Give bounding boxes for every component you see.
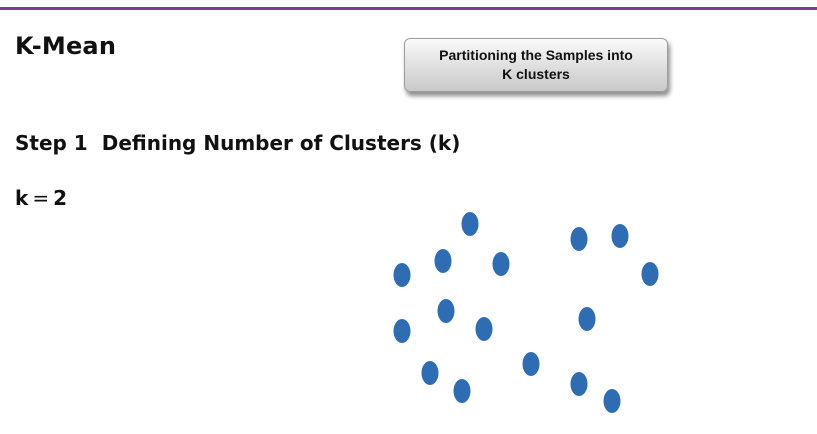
sample-point-icon [641,262,659,286]
sample-point-icon [393,263,411,287]
k-equals: = [32,186,50,210]
sample-point-icon [570,227,588,251]
sample-point-icon [475,317,493,341]
step-label: Defining Number of Clusters (k) [101,131,461,155]
callout-text: Partitioning the Samples into K clusters [439,46,633,84]
callout-line-1: Partitioning the Samples into [439,47,633,63]
k-symbol: k [15,186,29,210]
sample-point-icon [461,212,479,236]
sample-point-icon [421,361,439,385]
step-number: Step 1 [15,131,88,155]
sample-point-icon [578,307,596,331]
sample-points [393,212,659,413]
sample-point-icon [522,352,540,376]
k-value: 2 [53,186,67,210]
sample-point-icon [611,224,629,248]
callout-line-2: K clusters [502,66,570,82]
sample-point-icon [603,389,621,413]
top-accent-rule [0,7,817,10]
step-heading: Step 1 Defining Number of Clusters (k) [15,128,460,158]
callout-box: Partitioning the Samples into K clusters [404,38,668,92]
sample-point-icon [453,379,471,403]
sample-point-icon [393,319,411,343]
sample-point-icon [434,249,452,273]
k-definition: k = 2 [15,183,67,213]
sample-point-icon [492,252,510,276]
sample-point-icon [570,372,588,396]
sample-point-icon [437,299,455,323]
slide-title: K-Mean [15,32,117,60]
